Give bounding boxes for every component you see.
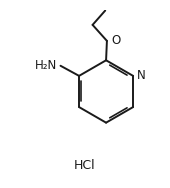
Text: H₂N: H₂N	[35, 59, 57, 72]
Text: O: O	[111, 33, 120, 47]
Text: N: N	[137, 69, 146, 82]
Text: HCl: HCl	[74, 159, 96, 172]
